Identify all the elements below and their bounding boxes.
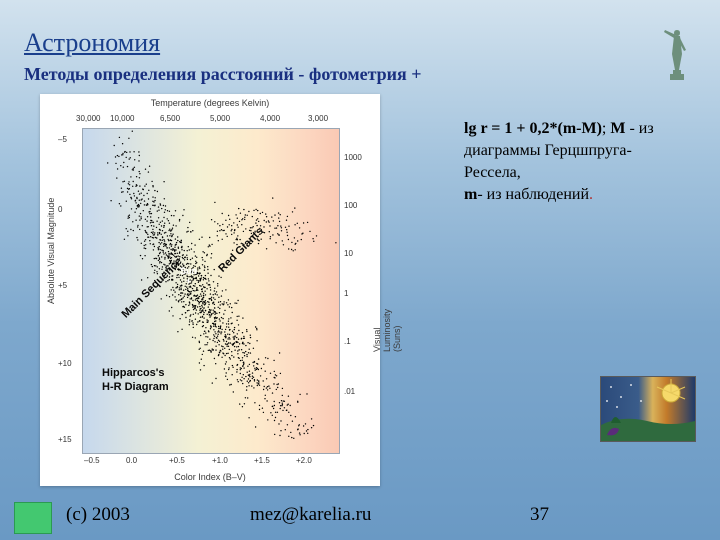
tick-label: 0.0 bbox=[126, 456, 137, 465]
axis-top-title: Temperature (degrees Kelvin) bbox=[40, 98, 380, 108]
tick-label: 1 bbox=[344, 289, 348, 298]
nav-back-button[interactable] bbox=[14, 502, 52, 534]
tick-label: 3,000 bbox=[308, 114, 328, 123]
tick-label: .1 bbox=[344, 337, 351, 346]
axis-bottom-title: Color Index (B–V) bbox=[40, 472, 380, 482]
slide: Астрономия Методы определения расстояний… bbox=[0, 0, 720, 540]
tick-label: –0.5 bbox=[84, 456, 100, 465]
page-number: 37 bbox=[530, 504, 549, 526]
footer-copyright: (c) 2003 bbox=[66, 504, 130, 526]
page-title: Астрономия bbox=[24, 28, 160, 58]
scatter-plot bbox=[82, 128, 338, 452]
tick-label: 1000 bbox=[344, 153, 362, 162]
formula-text: lg r = 1 + 0,2*(m-M); M - из диаграммы Г… bbox=[464, 118, 684, 206]
tick-label: +2.0 bbox=[296, 456, 312, 465]
statue-icon bbox=[662, 24, 692, 82]
tick-label: 100 bbox=[344, 201, 357, 210]
axis-right-title: Visual Luminosity (Suns) bbox=[372, 309, 402, 352]
tick-label: 10 bbox=[344, 249, 353, 258]
tick-label: +15 bbox=[58, 435, 72, 444]
tick-label: +10 bbox=[58, 359, 72, 368]
tick-label: 30,000 bbox=[76, 114, 100, 123]
tick-label: –5 bbox=[58, 135, 67, 144]
tick-label: .01 bbox=[344, 387, 355, 396]
tick-label: 4,000 bbox=[260, 114, 280, 123]
tick-label: 5,000 bbox=[210, 114, 230, 123]
tick-label: +0.5 bbox=[169, 456, 185, 465]
tick-label: +1.0 bbox=[212, 456, 228, 465]
tick-label: +5 bbox=[58, 281, 67, 290]
tick-label: 0 bbox=[58, 205, 62, 214]
tick-label: 10,000 bbox=[110, 114, 134, 123]
sun-label: Sun+ bbox=[180, 266, 197, 286]
page-subtitle: Методы определения расстояний - фотометр… bbox=[24, 64, 422, 85]
tick-label: 6,500 bbox=[160, 114, 180, 123]
footer-email: mez@karelia.ru bbox=[250, 504, 371, 526]
axis-left-title: Absolute Visual Magnitude bbox=[46, 198, 56, 304]
hipparcos-label: Hipparcos's H-R Diagram bbox=[102, 366, 169, 394]
formula-expr: lg r = 1 + 0,2*(m-M) bbox=[464, 120, 602, 137]
flammarion-image bbox=[600, 376, 696, 442]
tick-label: +1.5 bbox=[254, 456, 270, 465]
hr-diagram-chart: Temperature (degrees Kelvin) Color Index… bbox=[40, 94, 380, 486]
